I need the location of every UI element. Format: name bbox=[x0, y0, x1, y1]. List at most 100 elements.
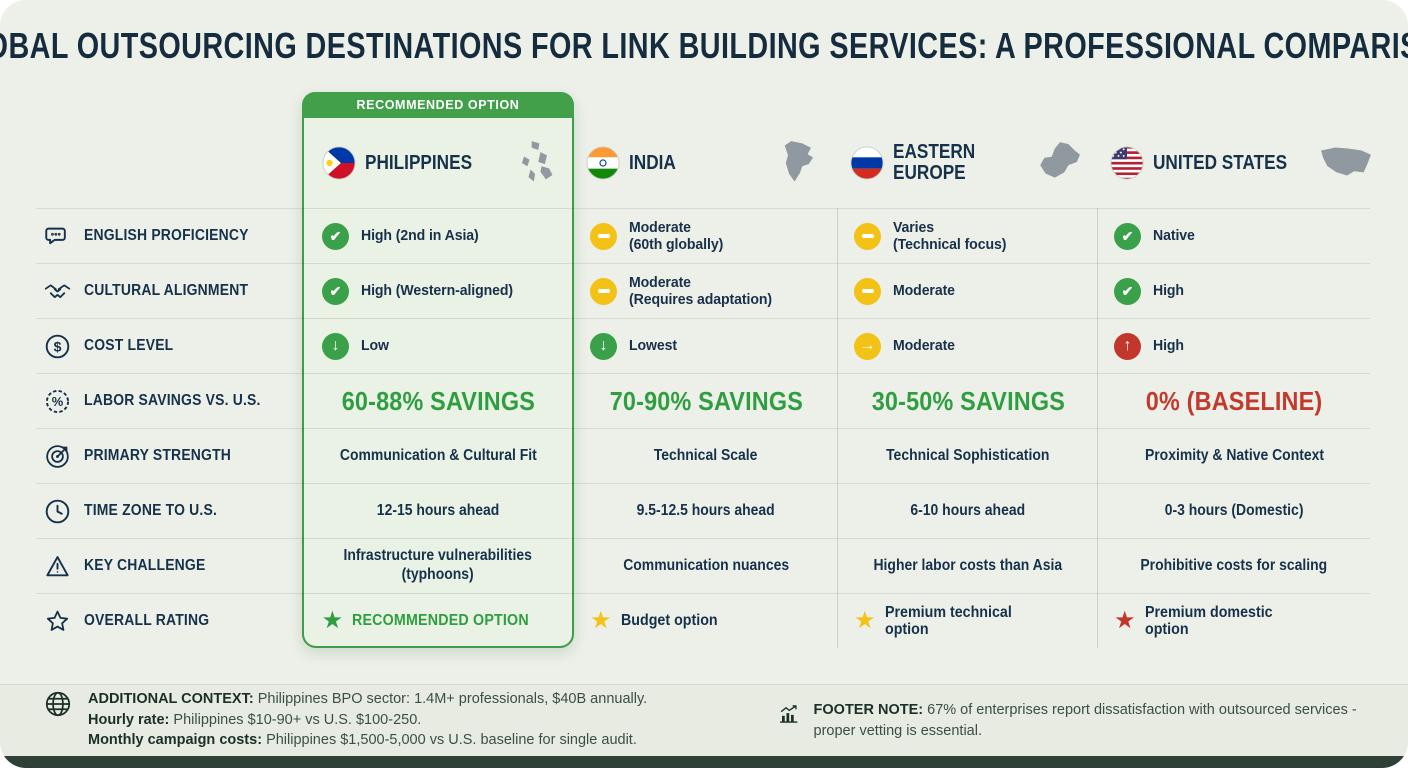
svg-text:$: $ bbox=[54, 338, 62, 354]
row-label-labor-savings: % LABOR SAVINGS VS. U.S. bbox=[36, 373, 302, 428]
dash-icon bbox=[590, 277, 617, 305]
us-map-icon bbox=[1321, 147, 1371, 176]
globe-icon bbox=[45, 692, 71, 717]
cell-cost-united-states: High bbox=[1098, 318, 1370, 373]
row-label: CULTURAL ALIGNMENT bbox=[84, 282, 249, 299]
column-name: EASTERN EUROPE bbox=[893, 141, 976, 184]
comparison-table: RECOMMENDED OPTION PHILIPPINES INDIA EAS… bbox=[36, 92, 1372, 648]
column-header-india: INDIA bbox=[574, 118, 838, 208]
header: GLOBAL OUTSOURCING DESTINATIONS FOR LINK… bbox=[0, 0, 1408, 92]
cell-value: Infrastructure vulnerabilities (typhoons… bbox=[343, 547, 533, 583]
india-map-icon bbox=[784, 141, 814, 182]
cell-value: 0-3 hours (Domestic) bbox=[1164, 501, 1304, 519]
europe-map-icon bbox=[1040, 142, 1080, 178]
footer-note-text-block: FOOTER NOTE: 67% of enterprises report d… bbox=[814, 700, 1364, 741]
cell-cultural-eastern-europe: Moderate bbox=[838, 263, 1098, 318]
dash-icon bbox=[854, 222, 881, 250]
cell-timezone-eastern-europe: 6-10 hours ahead bbox=[838, 483, 1098, 538]
cell-value: Prohibitive costs for scaling bbox=[1140, 556, 1328, 574]
philippines-highlight-panel bbox=[302, 92, 574, 648]
star-yellow-icon: ★ bbox=[854, 607, 876, 634]
cell-strength-eastern-europe: Technical Sophistication bbox=[838, 428, 1098, 483]
cell-value: 30-50% SAVINGS bbox=[871, 385, 1065, 416]
check-icon bbox=[1114, 277, 1141, 305]
cell-value: 6-10 hours ahead bbox=[910, 501, 1026, 519]
column-header-philippines: PHILIPPINES bbox=[302, 118, 574, 208]
cell-value: Moderate bbox=[893, 282, 955, 300]
cell-timezone-india: 9.5-12.5 hours ahead bbox=[574, 483, 838, 538]
column-divider bbox=[838, 208, 1098, 648]
footer-line-3: Monthly campaign costs: Philippines $1,5… bbox=[88, 731, 647, 751]
footer-line-2: Hourly rate: Philippines $10-90+ vs U.S.… bbox=[88, 711, 647, 731]
cell-cost-philippines: Low bbox=[302, 318, 574, 373]
star-red-icon: ★ bbox=[1114, 607, 1136, 634]
star-green-icon: ★ bbox=[321, 607, 344, 634]
cell-challenge-india: Communication nuances bbox=[574, 538, 838, 593]
dash-icon bbox=[854, 277, 881, 305]
footer-line-1: ADDITIONAL CONTEXT: Philippines BPO sect… bbox=[88, 690, 647, 710]
footer-line-text: Philippines $1,500-5,000 vs U.S. baselin… bbox=[266, 732, 637, 749]
page-title: GLOBAL OUTSOURCING DESTINATIONS FOR LINK… bbox=[0, 25, 1408, 66]
cell-value: High (2nd in Asia) bbox=[361, 227, 479, 245]
dollar-icon: $ bbox=[45, 334, 70, 358]
cell-cost-india: Lowest bbox=[574, 318, 838, 373]
cell-cultural-united-states: High bbox=[1098, 263, 1370, 318]
row-label-primary-strength: PRIMARY STRENGTH bbox=[36, 428, 302, 483]
cell-value: Technical Scale bbox=[654, 446, 758, 464]
philippines-flag-icon bbox=[322, 146, 356, 180]
footer-note-label: FOOTER NOTE: bbox=[813, 702, 924, 719]
cell-rating-united-states: ★ Premium domestic option bbox=[1098, 593, 1370, 648]
cell-challenge-philippines: Infrastructure vulnerabilities (typhoons… bbox=[302, 538, 574, 593]
cell-value: RECOMMENDED OPTION bbox=[352, 612, 529, 630]
cell-value: 12-15 hours ahead bbox=[376, 501, 500, 519]
cell-rating-india: ★ Budget option bbox=[574, 593, 838, 648]
cell-value: High bbox=[1153, 282, 1184, 300]
row-label: PRIMARY STRENGTH bbox=[84, 447, 232, 464]
row-label-cost-level: $ COST LEVEL bbox=[36, 318, 302, 373]
warning-icon bbox=[46, 555, 69, 576]
cell-value: Communication & Cultural Fit bbox=[339, 446, 537, 464]
percent-icon: % bbox=[45, 389, 70, 413]
chart-icon bbox=[780, 705, 798, 723]
column-name: UNITED STATES bbox=[1153, 151, 1288, 174]
cell-strength-united-states: Proximity & Native Context bbox=[1098, 428, 1370, 483]
recommended-banner: RECOMMENDED OPTION bbox=[302, 92, 574, 118]
column-name: INDIA bbox=[629, 151, 676, 174]
cell-value: Higher labor costs than Asia bbox=[873, 556, 1063, 574]
footer-note: FOOTER NOTE: 67% of enterprises report d… bbox=[778, 700, 1364, 741]
cell-english-united-states: Native bbox=[1098, 208, 1370, 263]
target-icon bbox=[46, 444, 69, 468]
cell-challenge-eastern-europe: Higher labor costs than Asia bbox=[838, 538, 1098, 593]
cell-value: High bbox=[1153, 337, 1184, 355]
footer-line-label: ADDITIONAL CONTEXT: bbox=[88, 691, 254, 708]
row-label-english-proficiency: ENGLISH PROFICIENCY bbox=[36, 208, 302, 263]
arrow-right-icon bbox=[854, 332, 881, 360]
svg-text:%: % bbox=[52, 394, 64, 409]
cell-english-eastern-europe: Varies (Technical focus) bbox=[838, 208, 1098, 263]
cell-cultural-india: Moderate (Requires adaptation) bbox=[574, 263, 838, 318]
column-header-eastern-europe: EASTERN EUROPE bbox=[838, 118, 1098, 208]
cell-value: 60-88% SAVINGS bbox=[341, 385, 535, 416]
cell-savings-eastern-europe: 30-50% SAVINGS bbox=[838, 373, 1098, 428]
cell-rating-eastern-europe: ★ Premium technical option bbox=[838, 593, 1098, 648]
arrow-down-icon bbox=[322, 332, 349, 360]
cell-value: Lowest bbox=[629, 337, 678, 355]
column-divider bbox=[574, 208, 838, 648]
bottom-accent-strip bbox=[0, 756, 1408, 768]
footer-additional-context: ADDITIONAL CONTEXT: Philippines BPO sect… bbox=[44, 690, 754, 751]
row-label: OVERALL RATING bbox=[84, 612, 210, 629]
footer-context-lines: ADDITIONAL CONTEXT: Philippines BPO sect… bbox=[88, 690, 647, 751]
cell-value: Proximity & Native Context bbox=[1144, 446, 1324, 464]
cell-value: Technical Sophistication bbox=[886, 446, 1050, 464]
cell-value: Budget option bbox=[620, 612, 718, 630]
cell-value: Moderate bbox=[893, 337, 955, 355]
cell-savings-united-states: 0% (BASELINE) bbox=[1098, 373, 1370, 428]
cell-value: 0% (BASELINE) bbox=[1145, 385, 1323, 416]
footer-line-label: Monthly campaign costs: bbox=[88, 732, 263, 749]
cell-value: Varies (Technical focus) bbox=[893, 218, 1007, 253]
russia-flag-icon bbox=[850, 146, 884, 180]
cell-challenge-united-states: Prohibitive costs for scaling bbox=[1098, 538, 1370, 593]
arrow-down-icon bbox=[590, 332, 617, 360]
cell-strength-philippines: Communication & Cultural Fit bbox=[302, 428, 574, 483]
